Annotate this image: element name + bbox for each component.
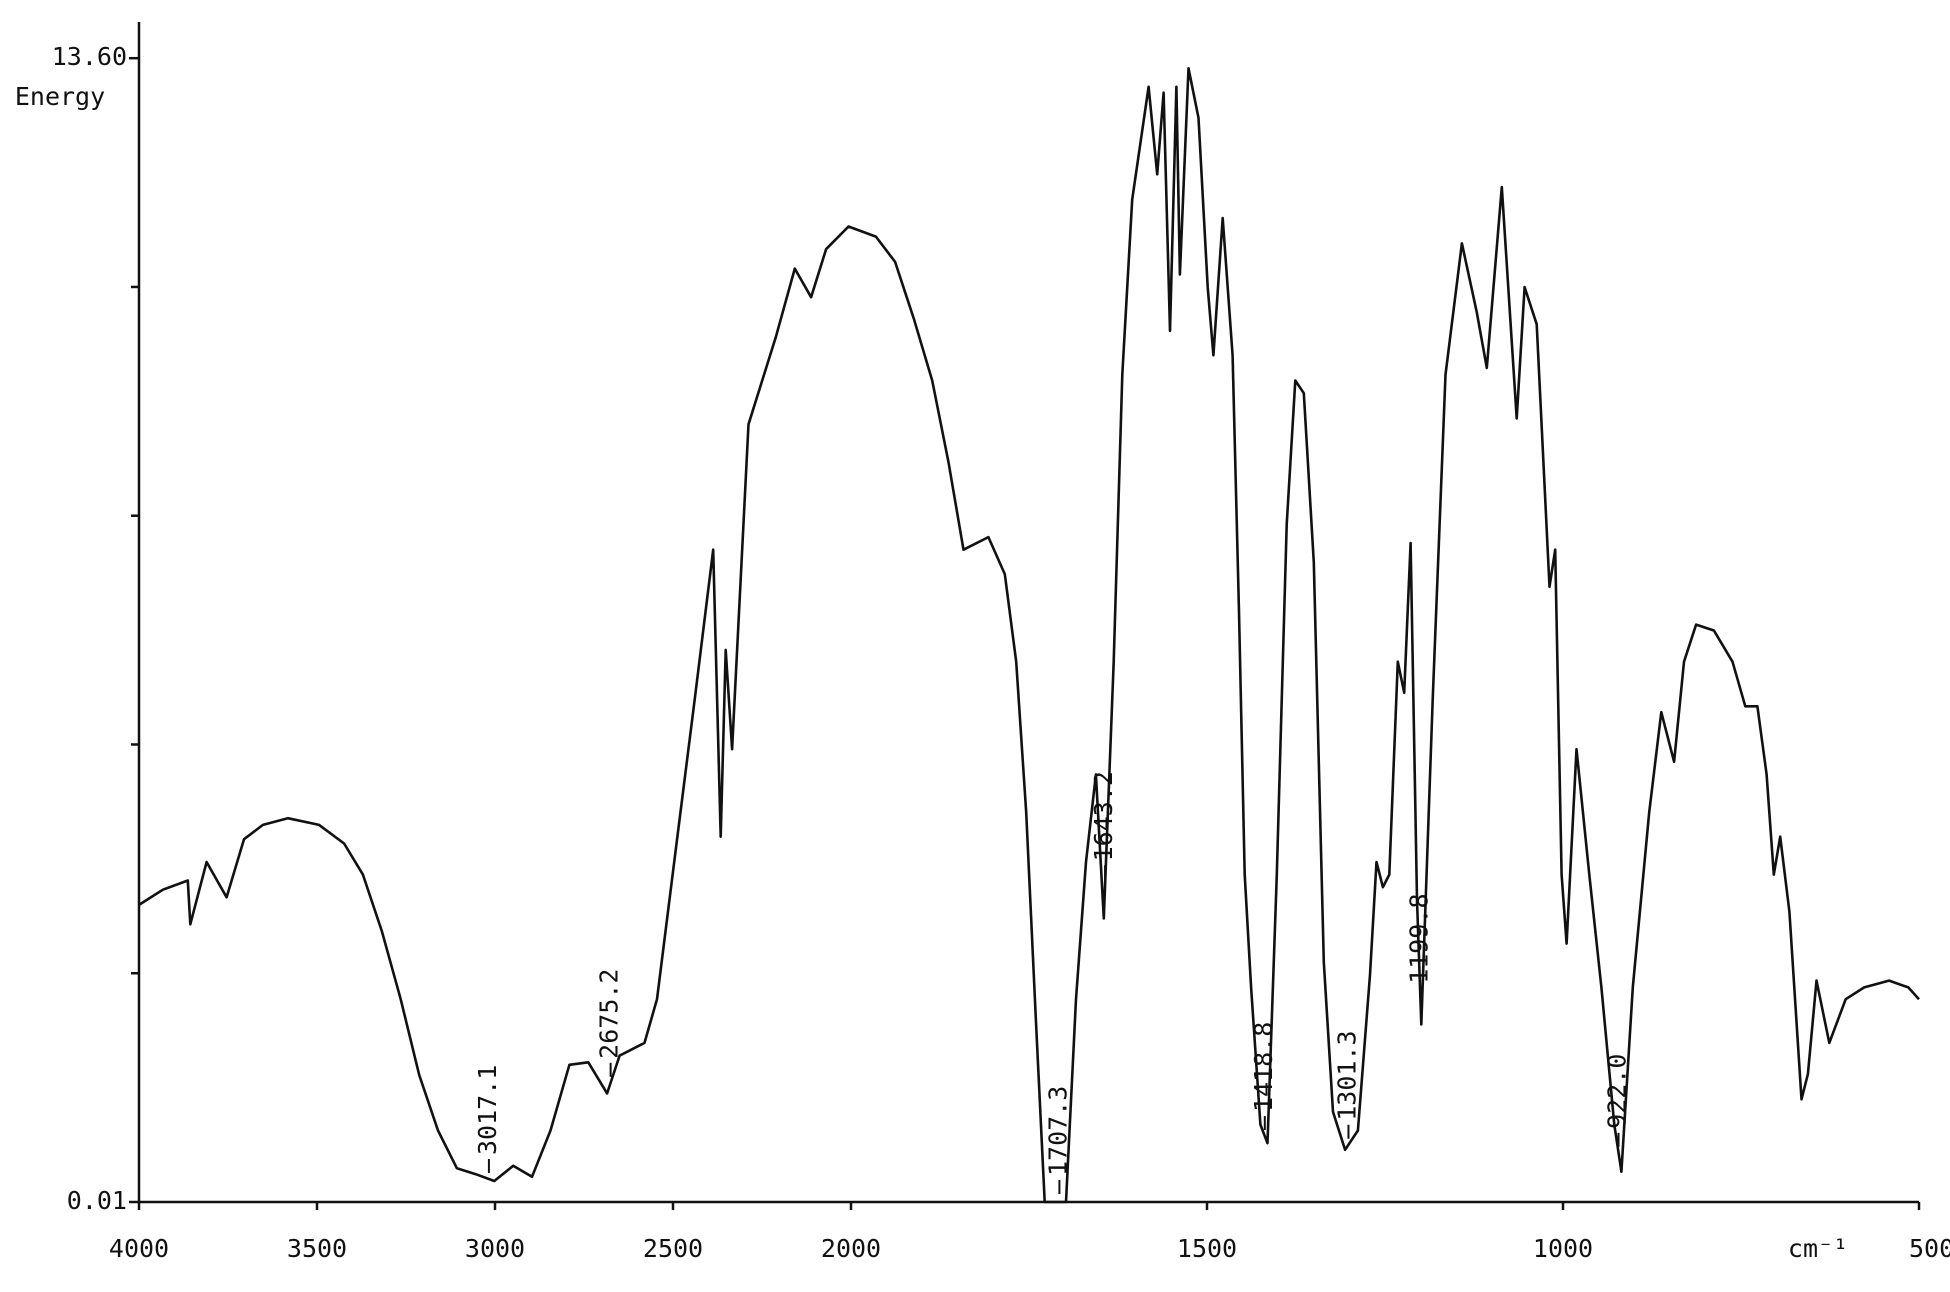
x-tick-label: 2000 (821, 1234, 881, 1263)
x-unit-label: cm⁻¹ (1788, 1234, 1848, 1263)
y-tick-label: 0.01 (67, 1186, 127, 1215)
peak-label: 3017.1 (473, 1065, 502, 1155)
peak-label: 1301.3 (1332, 1030, 1361, 1120)
peak-label: 1418.8 (1249, 1022, 1278, 1112)
peak-label: 2675.2 (595, 969, 624, 1059)
peak-label: 1707.3 (1043, 1086, 1072, 1176)
x-tick-label: 1000 (1533, 1234, 1593, 1263)
peak-label: 1643.2 (1089, 771, 1118, 861)
y-tick-label: 13.60 (52, 42, 127, 71)
peak-label: 1199.8 (1405, 893, 1434, 983)
x-tick-label: 3500 (287, 1234, 347, 1263)
x-tick-label: 4000 (109, 1234, 169, 1263)
x-tick-label: 500 (1909, 1234, 1950, 1263)
x-tick-label: 2500 (643, 1234, 703, 1263)
y-axis-label: Energy (15, 82, 105, 111)
x-tick-label: 1500 (1177, 1234, 1237, 1263)
peak-label: 922.0 (1603, 1054, 1632, 1129)
spectrum-line (138, 67, 1920, 1204)
x-tick-label: 3000 (465, 1234, 525, 1263)
